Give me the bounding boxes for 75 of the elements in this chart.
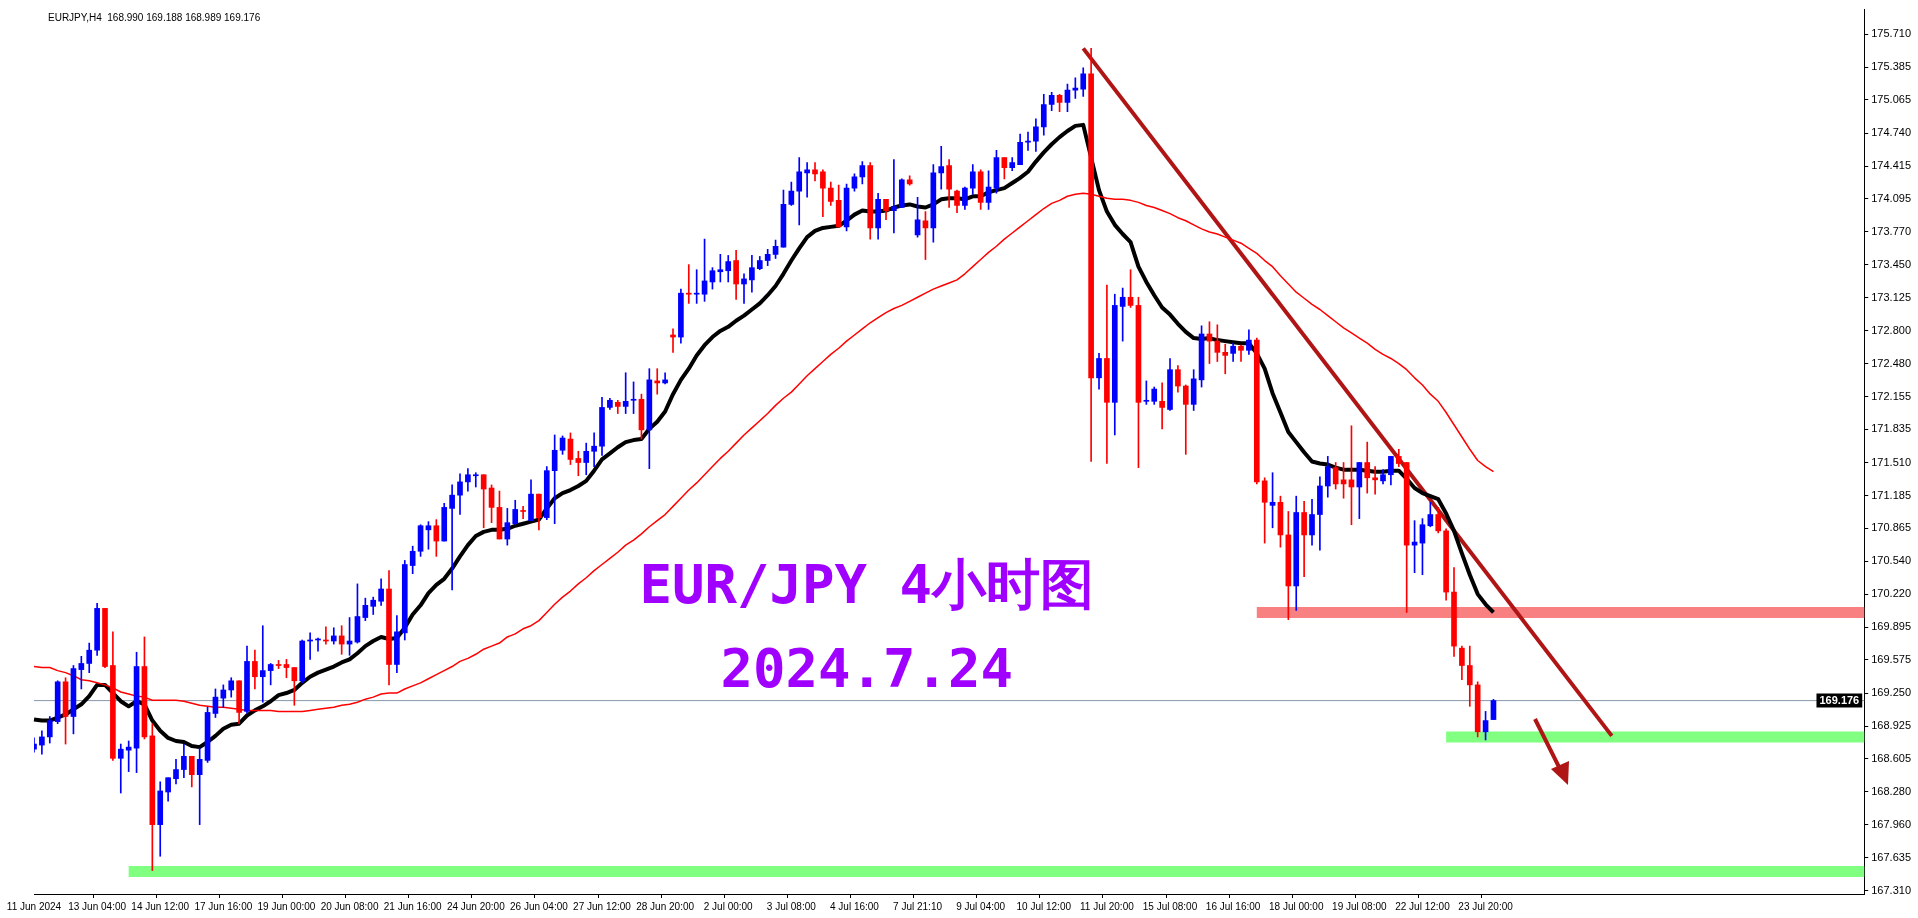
x-tick-label: 26 Jun 04:00 (509, 900, 569, 912)
y-tick-label: 172.480 (1871, 356, 1911, 369)
y-tick-label: 171.510 (1871, 455, 1911, 468)
x-tick-label: 10 Jul 12:00 (1016, 900, 1072, 912)
x-tick-label: 11 Jul 20:00 (1080, 900, 1135, 912)
y-tick-label: 169.250 (1871, 686, 1911, 699)
candlestick (1159, 382, 1165, 430)
x-tick-label: 11 Jun 2024 (6, 900, 62, 912)
candlestick (259, 625, 266, 703)
y-tick-label: 174.095 (1871, 191, 1911, 204)
annotation: EUR/JPY 4小时图 (639, 552, 1095, 616)
candlestick (1025, 131, 1031, 151)
candlestick (685, 264, 692, 304)
candlestick (622, 372, 629, 414)
candlestick (693, 269, 700, 304)
candlestick (741, 273, 747, 304)
candlestick (1104, 284, 1110, 464)
y-tick-label: 173.125 (1871, 290, 1911, 303)
y-tick-label: 173.770 (1871, 225, 1911, 238)
candlestick (449, 484, 455, 591)
y-tick-label: 168.605 (1871, 751, 1911, 764)
y-tick-label: 174.415 (1871, 159, 1911, 172)
annotation: 2024.7.24 (720, 636, 1014, 700)
y-tick-label: 168.280 (1871, 785, 1911, 798)
candlestick (551, 434, 558, 525)
candlestick (117, 743, 124, 794)
x-tick-label: 9 Jul 04:00 (956, 900, 1006, 912)
x-tick-label: 27 Jun 12:00 (573, 900, 632, 912)
x-tick-label: 20 Jun 08:00 (320, 900, 379, 912)
x-tick-label: 22 Jul 12:00 (1395, 900, 1451, 912)
y-tick-label: 172.155 (1871, 389, 1911, 402)
y-tick-label: 174.740 (1871, 126, 1911, 139)
y-tick-label: 171.835 (1871, 422, 1911, 435)
x-tick-label: 14 Jun 12:00 (131, 900, 190, 912)
y-tick-label: 171.185 (1871, 488, 1911, 501)
ref-line-label: 169.176 (1819, 693, 1860, 706)
candlestick (1222, 343, 1229, 375)
x-tick-label: 19 Jul 08:00 (1332, 900, 1388, 912)
candlestick (804, 162, 810, 198)
y-tick-label: 175.065 (1871, 92, 1911, 105)
chart-title: EURJPY,H4 168.990 169.188 168.989 169.176 (48, 12, 261, 24)
candlestick (938, 145, 945, 190)
x-tick-label: 3 Jul 08:00 (766, 900, 817, 912)
x-tick-label: 13 Jun 04:00 (68, 900, 127, 912)
y-tick-label: 175.385 (1871, 60, 1911, 73)
y-tick-label: 172.800 (1871, 323, 1911, 336)
x-tick-label: 24 Jun 20:00 (446, 900, 506, 912)
y-tick-label: 170.865 (1871, 521, 1911, 534)
x-tick-label: 18 Jul 00:00 (1268, 900, 1324, 912)
x-tick-label: 7 Jul 21:10 (893, 900, 943, 912)
x-tick-label: 23 Jul 20:00 (1458, 900, 1514, 912)
y-tick-label: 170.540 (1871, 554, 1911, 567)
y-tick-label: 167.310 (1871, 883, 1911, 896)
x-tick-label: 2 Jul 00:00 (703, 900, 754, 912)
y-tick-label: 169.575 (1871, 652, 1911, 665)
x-tick-label: 17 Jun 16:00 (194, 900, 253, 912)
x-tick-label: 15 Jul 08:00 (1142, 900, 1198, 912)
candlestick (591, 432, 597, 467)
candlestick (472, 472, 479, 488)
y-tick-label: 167.960 (1871, 817, 1911, 830)
y-tick-label: 175.710 (1871, 27, 1911, 40)
x-tick-label: 4 Jul 16:00 (829, 900, 880, 912)
y-tick-label: 169.895 (1871, 620, 1911, 633)
y-tick-label: 173.450 (1871, 257, 1911, 270)
x-tick-label: 21 Jun 16:00 (383, 900, 443, 912)
y-tick-label: 168.925 (1871, 719, 1911, 732)
y-tick-label: 167.635 (1871, 850, 1911, 863)
y-tick-label: 170.220 (1871, 587, 1911, 600)
x-tick-label: 16 Jul 16:00 (1205, 900, 1261, 912)
x-tick-label: 28 Jun 20:00 (636, 900, 695, 912)
candlestick (1119, 287, 1126, 342)
candlestick (520, 506, 526, 519)
candlestick (891, 159, 897, 234)
candlestick (1372, 466, 1378, 495)
x-tick-label: 19 Jun 00:00 (257, 900, 316, 912)
